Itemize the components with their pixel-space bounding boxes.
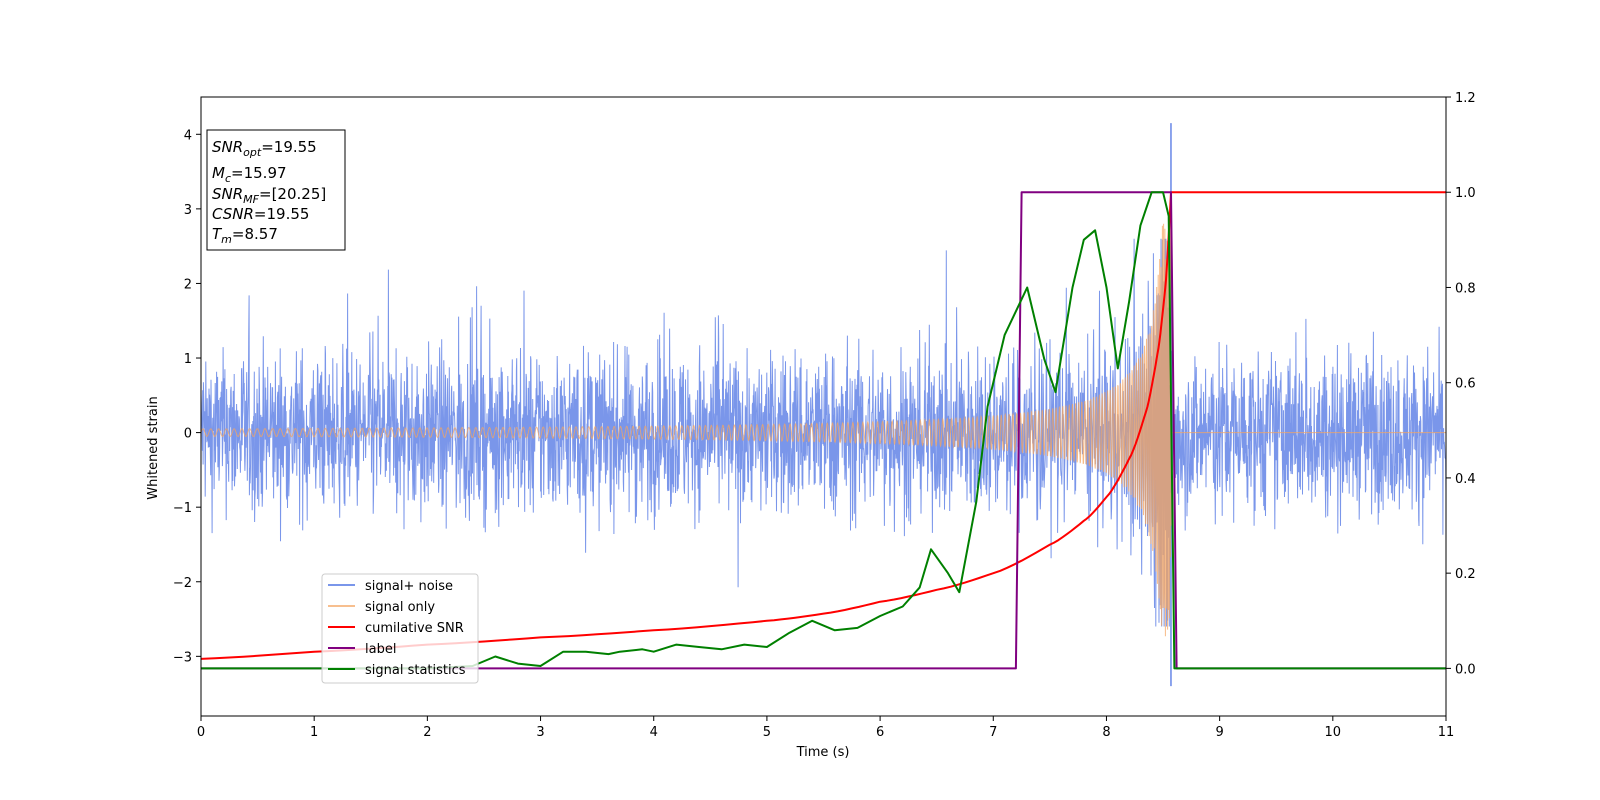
left-y-tick-label: 1: [184, 352, 192, 367]
x-axis-label: Time (s): [796, 745, 850, 760]
x-axis-ticks: 0 1 2 3 4 5 6 7 8 9 10 11: [197, 716, 1454, 740]
x-tick-label: 10: [1325, 725, 1342, 740]
right-y-axis-ticks: 0.0 0.2 0.4 0.6 0.8 1.0 1.2: [1446, 91, 1476, 677]
x-tick-label: 3: [536, 725, 544, 740]
right-y-tick-label: 0.6: [1455, 377, 1476, 392]
right-y-tick-label: 0.2: [1455, 567, 1476, 582]
left-y-tick-label: 0: [184, 427, 192, 442]
info-box: SNRopt=19.55 Mc=15.97 SNRMF=[20.25] CSNR…: [206, 129, 346, 251]
signal-only-line: [200, 223, 1446, 637]
x-tick-label: 6: [876, 725, 884, 740]
left-y-tick-label: 4: [184, 128, 192, 143]
info-snr-opt: SNRopt=19.55: [212, 138, 317, 159]
legend-label-cumilative-snr: cumilative SNR: [365, 621, 464, 636]
signal-statistics-line: [201, 191, 1446, 670]
left-y-axis-ticks: −3 −2 −1 0 1 2 3 4: [173, 128, 201, 665]
left-y-tick-label: −3: [173, 650, 192, 665]
x-tick-label: 11: [1438, 725, 1455, 740]
x-tick-label: 9: [1215, 725, 1223, 740]
legend-label-label: label: [365, 642, 396, 657]
legend-frame: [321, 573, 479, 684]
x-tick-label: 7: [989, 725, 997, 740]
info-box-frame: [206, 129, 346, 251]
legend-label-signal-noise: signal+ noise: [365, 579, 453, 594]
info-mc: Mc=15.97: [212, 164, 287, 185]
left-y-tick-label: 2: [184, 277, 192, 292]
right-axis-series: [200, 191, 1446, 670]
right-y-tick-label: 0.0: [1455, 662, 1476, 677]
x-tick-label: 2: [423, 725, 431, 740]
x-tick-label: 0: [197, 725, 205, 740]
cumilative-snr-line: [200, 191, 1446, 660]
right-y-tick-label: 1.2: [1455, 91, 1476, 106]
info-csnr: CSNR=19.55: [212, 205, 309, 223]
x-tick-label: 4: [650, 725, 658, 740]
legend: signal+ noise signal only cumilative SNR…: [321, 573, 479, 684]
x-tick-label: 8: [1102, 725, 1110, 740]
left-y-axis-label: Whitened strain: [146, 396, 161, 499]
x-tick-label: 5: [763, 725, 771, 740]
info-snr-mf: SNRMF=[20.25]: [212, 185, 326, 206]
right-y-tick-label: 1.0: [1455, 186, 1476, 201]
left-y-tick-label: 3: [184, 203, 192, 218]
x-tick-label: 1: [310, 725, 318, 740]
left-y-tick-label: −2: [173, 576, 192, 591]
signal-noise-line: [200, 238, 1447, 627]
plot-frame: [200, 96, 1447, 717]
legend-label-signal-only: signal only: [365, 600, 435, 615]
info-tm: Tm=8.57: [212, 225, 278, 246]
legend-label-signal-statistics: signal statistics: [365, 663, 466, 678]
left-y-tick-label: −1: [173, 501, 192, 516]
right-y-tick-label: 0.4: [1455, 472, 1476, 487]
right-y-tick-label: 0.8: [1455, 281, 1476, 296]
signal-only-series: [200, 223, 1446, 637]
